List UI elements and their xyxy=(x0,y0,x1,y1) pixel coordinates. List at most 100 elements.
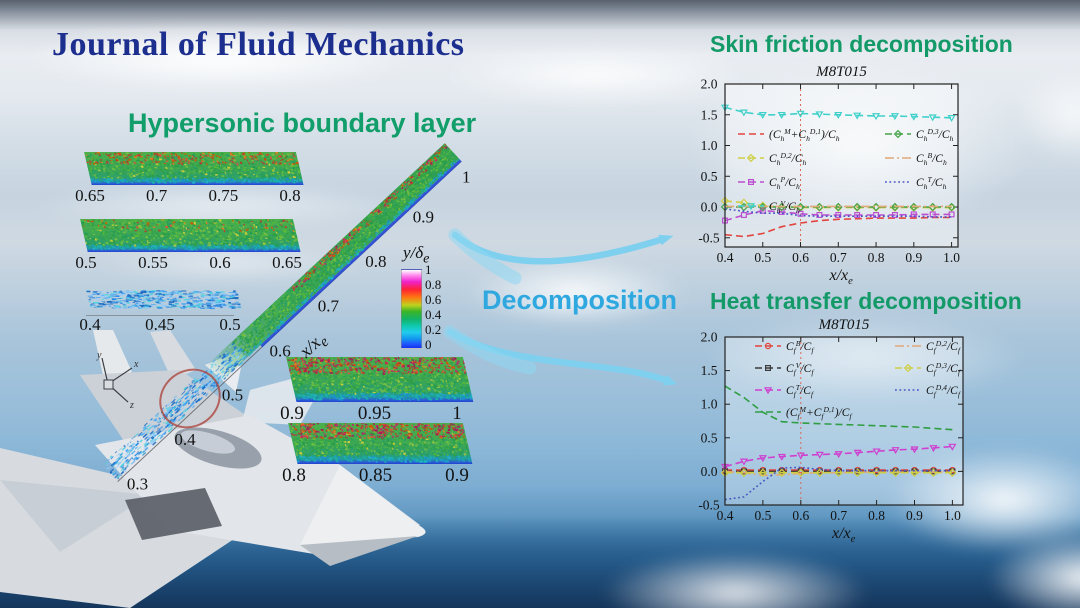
data-marker xyxy=(853,449,862,457)
tick-label: 0.5 xyxy=(701,430,718,445)
colorbar-label: y/δe xyxy=(403,243,430,267)
colorbar-tick-label: 0.4 xyxy=(425,307,442,323)
data-marker xyxy=(739,198,749,207)
tick-label: 1.5 xyxy=(701,363,718,378)
tick-label: 0.5 xyxy=(754,508,771,523)
heading-hypersonic-boundary-layer: Hypersonic boundary layer xyxy=(128,108,477,138)
turbulence-strip-2: 0.5 0.55 0.6 0.65 xyxy=(75,219,302,276)
data-marker xyxy=(929,445,938,453)
tick-label: 1.0 xyxy=(701,138,718,153)
colorbar: y/δe 1 0.8 0.6 0.4 0.2 0 xyxy=(401,243,471,351)
data-marker xyxy=(796,110,805,118)
data-marker xyxy=(720,196,730,206)
strip-visualization xyxy=(100,143,462,480)
tick-label: -0.5 xyxy=(698,498,720,513)
data-marker xyxy=(948,468,957,477)
tick-label: 0.7 xyxy=(830,508,847,523)
data-marker xyxy=(740,212,747,219)
math-label: CfD,3/Cf xyxy=(926,361,961,377)
journal-title: Journal of Fluid Mechanics xyxy=(52,26,465,63)
turbulence-strip-5: 0.8 0.85 0.9 xyxy=(282,423,473,488)
data-marker xyxy=(853,112,862,120)
turbulence-strip-4: 0.9 0.95 1 xyxy=(280,357,474,426)
tick-label: 0.9 xyxy=(905,250,922,265)
data-marker xyxy=(739,468,749,477)
data-marker xyxy=(890,202,900,212)
data-marker xyxy=(746,203,756,211)
data-marker xyxy=(910,468,919,477)
axes-triad-icon: y x z xyxy=(96,350,139,410)
strip-tick-label: 1 xyxy=(462,167,471,187)
tick-label: M8T015 xyxy=(818,317,870,333)
strip-tick-label: 0.3 xyxy=(126,474,149,494)
data-marker xyxy=(948,211,955,218)
colorbar-gradient xyxy=(401,269,422,350)
math-label: (ChM+ChD,1)/Ch xyxy=(769,127,840,143)
cloud xyxy=(990,50,1080,180)
data-marker xyxy=(834,202,843,212)
strip-tick-label: 0.6 xyxy=(269,341,292,361)
strip-tick-label: 0.4 xyxy=(174,429,196,449)
arrow-tail-top xyxy=(448,228,522,285)
data-marker xyxy=(852,202,862,212)
series-ChM_D1 xyxy=(724,216,952,238)
data-marker xyxy=(720,468,730,477)
turbulence-strip-diagonal: 0.3 0.4 0.5 0.6 0.7 0.8 0.9 1 x/xe xyxy=(100,143,471,493)
aircraft-wing-shade xyxy=(0,480,150,552)
data-marker xyxy=(948,443,957,451)
data-marker xyxy=(796,452,805,460)
data-marker xyxy=(796,468,806,477)
tick-label: 0.0 xyxy=(701,464,718,479)
math-label: x/xe xyxy=(829,267,854,286)
tick-label: 1.0 xyxy=(701,397,718,412)
data-marker xyxy=(873,212,880,219)
aircraft-engine-inlet xyxy=(125,488,222,540)
data-marker xyxy=(747,178,754,185)
data-marker xyxy=(816,212,823,219)
tick-label: 1.5 xyxy=(701,107,718,122)
data-marker xyxy=(834,468,843,477)
strip-tick-label: 0.5 xyxy=(75,253,97,272)
math-label: ChD,2/Ch xyxy=(769,151,807,167)
data-marker xyxy=(872,113,881,121)
data-marker xyxy=(815,451,824,459)
data-marker xyxy=(835,212,842,219)
strip-tick-label: 0.4 xyxy=(79,315,101,334)
strip-tick-label: 0.9 xyxy=(412,207,434,227)
data-marker xyxy=(947,202,956,212)
strip-tick-label: 0.6 xyxy=(209,253,231,272)
data-marker xyxy=(903,363,913,373)
plot-frame xyxy=(724,336,964,506)
tick-label: 0.5 xyxy=(754,250,771,265)
data-marker xyxy=(872,448,881,456)
strip-visualization xyxy=(84,152,304,185)
turbulence-strip-1: 0.65 0.7 0.75 0.8 xyxy=(75,152,304,209)
data-marker xyxy=(928,114,937,122)
tick-label: 1.0 xyxy=(944,508,961,523)
series-ChV xyxy=(724,106,952,119)
strip-tick-label: 0.7 xyxy=(146,186,168,205)
aircraft-illustration xyxy=(0,330,426,608)
data-marker xyxy=(815,202,824,212)
arrowhead-top-icon xyxy=(658,234,674,246)
data-marker xyxy=(758,468,768,477)
strip-visualization xyxy=(80,219,301,252)
strip-tick-label: 0.85 xyxy=(358,465,393,486)
heat-transfer-chart: 0.4 0.5 0.6 0.7 0.8 0.9 1.0 -0.5 0.0 0.5 1.0 1.5 2.0… xyxy=(698,317,964,545)
data-marker xyxy=(834,111,843,119)
tick-label: 2.0 xyxy=(701,77,718,92)
strip-tick-label: 0.8 xyxy=(282,465,306,486)
strip-visualization xyxy=(85,290,243,310)
tick-label: M8T015 xyxy=(815,64,867,80)
data-marker xyxy=(909,113,918,121)
data-marker xyxy=(928,202,937,212)
data-marker xyxy=(777,202,786,212)
strip-tick-label: 0.55 xyxy=(138,253,168,272)
tick-label: 0.6 xyxy=(792,508,809,523)
colorbar-tick-label: 1 xyxy=(425,262,432,278)
strip-tick-label: 0.45 xyxy=(145,315,175,334)
data-marker xyxy=(910,446,919,454)
data-marker xyxy=(759,207,766,214)
strip-tick-label: 0.7 xyxy=(317,296,339,316)
colorbar-tick-label: 0 xyxy=(425,337,432,353)
